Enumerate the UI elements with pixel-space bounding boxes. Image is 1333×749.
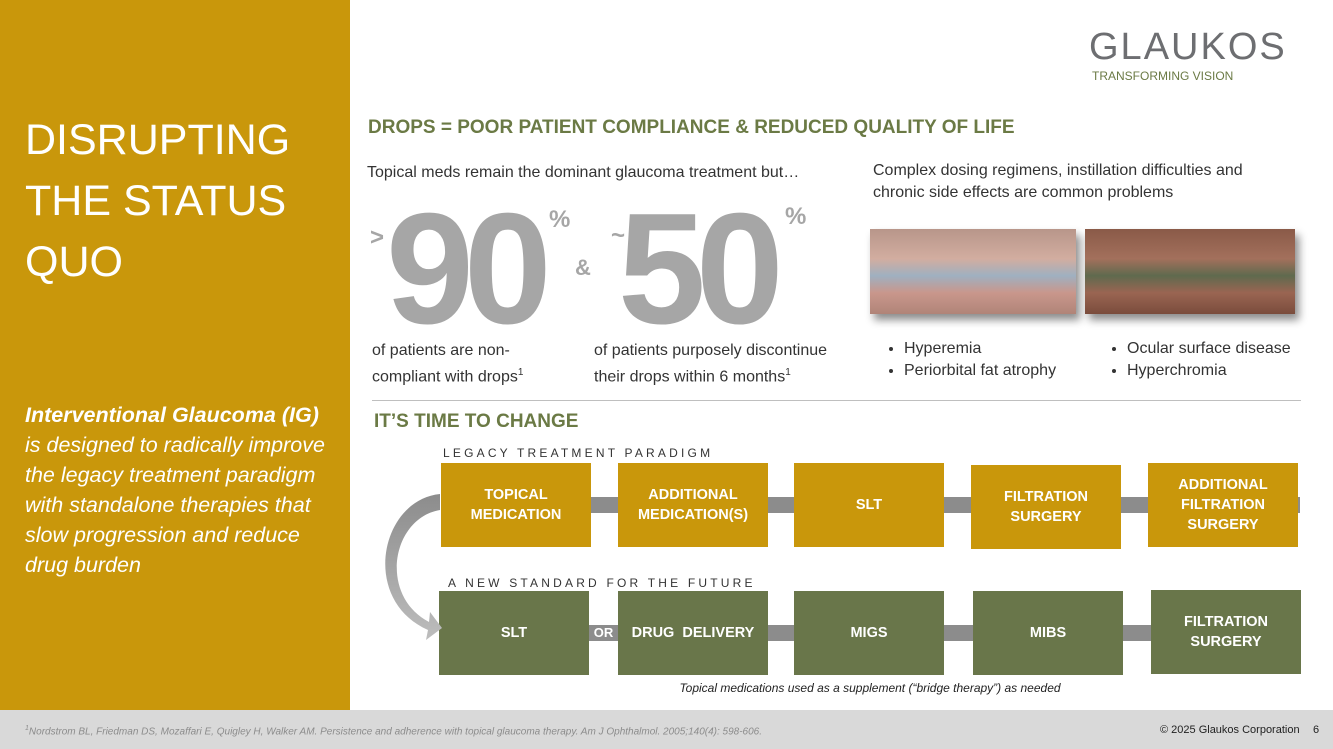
or-label: OR [593, 625, 614, 640]
stat-unit: % [785, 203, 807, 230]
stat-unit: % [549, 206, 571, 233]
bullet-list: Ocular surface disease Hyperchromia [1113, 338, 1291, 382]
section-heading: DROPS = POOR PATIENT COMPLIANCE & REDUCE… [368, 117, 1015, 138]
footnote-marker: 1 [25, 725, 29, 732]
intro: Topical meds remain the dominant glaucom… [367, 164, 800, 181]
page-number: 6 [1313, 724, 1320, 736]
divider [372, 400, 1301, 401]
stat-number: 90 [386, 181, 552, 357]
bridge-note: Topical medications used as a supplement… [679, 681, 1061, 695]
caption: of patients purposely discontinue their … [594, 342, 828, 386]
footnote-marker: 1 [517, 367, 524, 378]
step-box: ADDITIONAL FILTRATION SURGERY [1148, 463, 1298, 547]
bullet: Hyperemia [904, 338, 1056, 360]
stat-caption: of patients are non-compliant with drops… [372, 340, 562, 388]
step-box: MIGS [794, 591, 944, 675]
body: is designed to radically improve the leg… [25, 433, 325, 577]
stat-prefix: > [370, 224, 385, 251]
bullet-list: Hyperemia Periorbital fat atrophy [890, 338, 1056, 382]
row-label: A NEW STANDARD FOR THE FUTURE [448, 576, 756, 590]
bullet: Ocular surface disease [1127, 338, 1291, 360]
caption: of patients are non-compliant with drops [372, 342, 518, 386]
reference: 1Nordstrom BL, Friedman DS, Mozaffari E,… [25, 725, 762, 737]
slide-title: DISRUPTING THE STATUS QUO [25, 116, 291, 286]
row-label: LEGACY TREATMENT PARADIGM [443, 446, 714, 460]
problems: Complex dosing regimens, instillation di… [873, 162, 1243, 201]
copyright: © 2025 Glaukos Corporation [1160, 724, 1300, 736]
step-box: SLT [794, 463, 944, 547]
footnote-marker: 1 [785, 367, 791, 378]
curved-arrow [385, 494, 442, 640]
bullet: Periorbital fat atrophy [904, 360, 1056, 382]
lead: Interventional Glaucoma (IG) [25, 403, 319, 427]
step-box: TOPICAL MEDICATION [441, 463, 591, 547]
stat-joiner: & [575, 255, 591, 280]
eye-photo [1085, 229, 1295, 314]
stat-caption: of patients purposely discontinue their … [594, 340, 849, 388]
step-box: ADDITIONAL MEDICATION(S) [618, 463, 768, 547]
logo-tagline: TRANSFORMING VISION [1092, 69, 1234, 83]
step-box: MIBS [973, 591, 1123, 675]
eye-photo [870, 229, 1076, 314]
step-box: FILTRATION SURGERY [1151, 590, 1301, 674]
section-heading: IT’S TIME TO CHANGE [374, 411, 579, 432]
stat-prefix: ~ [611, 222, 626, 249]
step-box: SLT [439, 591, 589, 675]
logo-name: GLAUKOS [1089, 26, 1287, 68]
reference-text: Nordstrom BL, Friedman DS, Mozaffari E, … [28, 726, 763, 738]
bullet: Hyperchromia [1127, 360, 1291, 382]
footer [0, 710, 1333, 749]
sidebar-text: Interventional Glaucoma (IG) is designed… [25, 400, 335, 580]
step-box: FILTRATION SURGERY [971, 465, 1121, 549]
step-box: DRUG DELIVERY [618, 591, 768, 675]
stat-number: 50 [618, 181, 784, 357]
sidebar [0, 0, 350, 710]
